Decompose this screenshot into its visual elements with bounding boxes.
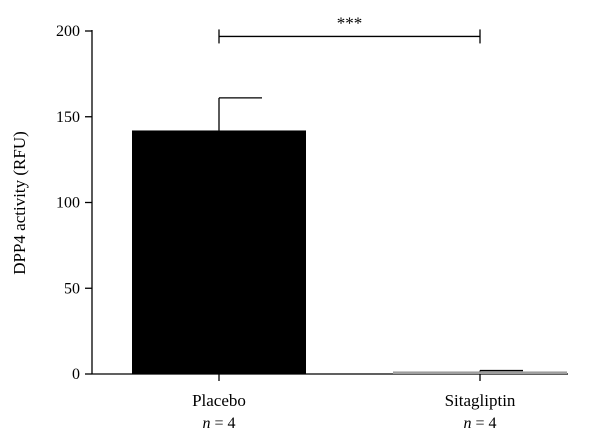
sample-size-value: = 4 (210, 415, 235, 432)
y-tick-label: 0 (72, 366, 80, 383)
x-tick-label: Sitagliptin (445, 391, 516, 410)
y-axis-label: DPP4 activity (RFU) (10, 131, 29, 275)
significance-annotation: *** (218, 13, 481, 44)
sample-size-value: = 4 (471, 415, 496, 432)
bar-sitagliptin (393, 371, 567, 374)
bars (132, 130, 567, 374)
y-tick-label: 200 (56, 23, 80, 40)
x-tick-label: Placebo (192, 391, 246, 410)
y-axis: 0 50 100 150 200 (56, 23, 93, 383)
sample-size-label: n = 4 (202, 415, 235, 432)
y-tick-label: 100 (56, 195, 80, 212)
error-bars (218, 97, 523, 372)
y-tick-label: 50 (64, 280, 80, 297)
sample-size-label: n = 4 (463, 415, 496, 432)
y-tick-label: 150 (56, 109, 80, 126)
significance-label: *** (337, 13, 363, 32)
sample-size-symbol: n (463, 415, 471, 432)
bar-placebo (132, 130, 306, 374)
sample-size-symbol: n (202, 415, 210, 432)
x-axis: Placebo n = 4 Sitagliptin n = 4 (92, 373, 568, 432)
